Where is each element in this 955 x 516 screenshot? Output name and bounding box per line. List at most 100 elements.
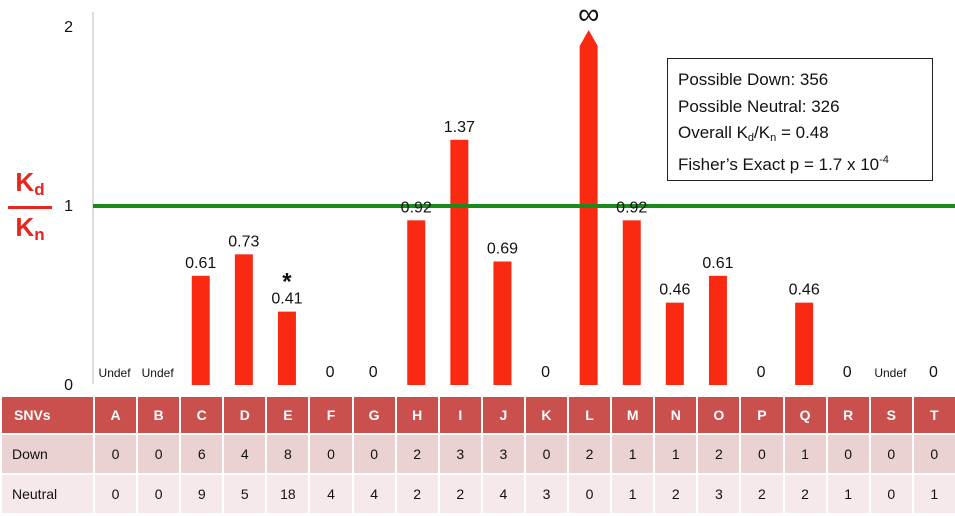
table-cell: 0 bbox=[567, 473, 613, 515]
bar-chart: 0 1 2 Undef Undef 0.61 0.73 0.41 0 0 0.92 1.37 0.69… bbox=[64, 0, 955, 394]
table-header-B: B bbox=[136, 395, 182, 435]
table-cell: 18 bbox=[265, 473, 311, 515]
table-cell: 1 bbox=[653, 433, 699, 475]
table-cell: 2 bbox=[394, 473, 440, 515]
table-header-O: O bbox=[696, 395, 742, 435]
data-label-L: ∞ bbox=[578, 0, 599, 31]
data-label-G: 0 bbox=[369, 364, 378, 381]
y-tick-label: 2 bbox=[64, 19, 73, 36]
stats-overall-ratio: Overall Kd/Kn = 0.48 bbox=[678, 123, 829, 144]
table-cell: 4 bbox=[351, 473, 397, 515]
data-label-D: 0.73 bbox=[228, 233, 259, 250]
table-header-E: E bbox=[265, 395, 311, 435]
y-tick-label: 0 bbox=[64, 377, 73, 394]
data-label-E: 0.41 bbox=[271, 291, 302, 308]
table-header-D: D bbox=[222, 395, 268, 435]
data-label-P: 0 bbox=[757, 364, 766, 381]
table-cell: 0 bbox=[868, 433, 914, 475]
bar-I bbox=[450, 139, 469, 385]
table-header-I: I bbox=[437, 395, 483, 435]
table-cell: 2 bbox=[653, 473, 699, 515]
table-cell: 0 bbox=[868, 473, 914, 515]
table-cell: 1 bbox=[610, 433, 656, 475]
table-cell: 0 bbox=[523, 433, 570, 475]
y-axis-label-numerator: Kd bbox=[15, 167, 45, 199]
table-cell: 9 bbox=[179, 473, 225, 515]
y-axis-label: Kd Kn bbox=[8, 168, 52, 249]
table-cell: 1 bbox=[911, 473, 955, 515]
table-cell: 3 bbox=[480, 433, 526, 475]
table-cell: 1 bbox=[825, 473, 871, 515]
data-label-M: 0.92 bbox=[616, 199, 647, 216]
table-cell: 3 bbox=[696, 473, 742, 515]
data-label-O: 0.61 bbox=[702, 255, 733, 272]
table-cell: 3 bbox=[523, 473, 570, 515]
table-header-R: R bbox=[825, 395, 871, 435]
table-cell: 2 bbox=[437, 473, 483, 515]
table-cell: 0 bbox=[308, 433, 354, 475]
table-cell: 2 bbox=[782, 473, 828, 515]
data-label-R: 0 bbox=[843, 364, 852, 381]
y-tick-label: 1 bbox=[64, 198, 73, 215]
bar-J bbox=[493, 261, 512, 385]
snv-table: SNVs A B C D E F G H I J K L M N O P Q R S T Down 0 0 6 4 8 0 0 2 3 3 0… bbox=[0, 395, 955, 515]
data-label-F: 0 bbox=[326, 364, 335, 381]
table-header-C: C bbox=[179, 395, 225, 435]
bar-H bbox=[407, 220, 426, 385]
table-header-G: G bbox=[351, 395, 397, 435]
table-header-L: L bbox=[567, 395, 613, 435]
table-header-M: M bbox=[610, 395, 656, 435]
row-label: Neutral bbox=[0, 473, 95, 515]
table-header-H: H bbox=[394, 395, 440, 435]
table-cell: 2 bbox=[696, 433, 742, 475]
table-header-S: S bbox=[868, 395, 914, 435]
table-header-T: T bbox=[911, 395, 955, 435]
table-cell: 4 bbox=[308, 473, 354, 515]
table-header-snvs: SNVs bbox=[0, 395, 95, 435]
data-label-J: 0.69 bbox=[487, 240, 518, 257]
table-row: Neutral 0 0 9 5 18 4 4 2 2 4 3 0 1 2 3 2 2 1 0 1 bbox=[0, 473, 955, 515]
stats-box: Possible Down: 356 Possible Neutral: 326… bbox=[667, 58, 933, 181]
data-label-I: 1.37 bbox=[444, 119, 475, 136]
data-label-S: Undef bbox=[874, 366, 907, 380]
table-cell: 6 bbox=[179, 433, 225, 475]
table-header-Q: Q bbox=[782, 395, 828, 435]
significance-star: * bbox=[282, 269, 292, 296]
table-cell: 8 bbox=[265, 433, 311, 475]
data-label-Q: 0.46 bbox=[789, 282, 820, 299]
bar-C bbox=[191, 275, 210, 385]
table-header-J: J bbox=[480, 395, 526, 435]
table-cell: 5 bbox=[222, 473, 268, 515]
bar-D bbox=[234, 254, 253, 385]
data-label-A: Undef bbox=[99, 366, 132, 380]
fraction-bar bbox=[8, 206, 52, 209]
data-label-H: 0.92 bbox=[401, 199, 432, 216]
table-cell: 0 bbox=[92, 433, 139, 475]
data-label-N: 0.46 bbox=[659, 282, 690, 299]
table-cell: 3 bbox=[437, 433, 483, 475]
data-label-B: Undef bbox=[142, 366, 175, 380]
table-cell: 0 bbox=[825, 433, 871, 475]
table-cell: 0 bbox=[911, 433, 955, 475]
stats-possible-neutral: Possible Neutral: 326 bbox=[678, 96, 840, 116]
table-header-row: SNVs A B C D E F G H I J K L M N O P Q R S T bbox=[0, 395, 955, 435]
table-cell: 4 bbox=[480, 473, 526, 515]
table-cell: 4 bbox=[222, 433, 268, 475]
table-cell: 0 bbox=[136, 473, 182, 515]
table-cell: 0 bbox=[351, 433, 397, 475]
bar-E bbox=[277, 311, 296, 385]
table-cell: 1 bbox=[610, 473, 656, 515]
stats-fisher-p: Fisher’s Exact p = 1.7 x 10-4 bbox=[678, 153, 889, 174]
table-cell: 0 bbox=[92, 473, 139, 515]
table-header-A: A bbox=[92, 395, 139, 435]
table-cell: 1 bbox=[782, 433, 828, 475]
table-header-P: P bbox=[739, 395, 785, 435]
data-label-K: 0 bbox=[541, 364, 550, 381]
table-cell: 0 bbox=[136, 433, 182, 475]
table-cell: 2 bbox=[567, 433, 613, 475]
table-header-N: N bbox=[653, 395, 699, 435]
table-header-K: K bbox=[523, 395, 570, 435]
data-label-T: 0 bbox=[929, 364, 938, 381]
data-label-C: 0.61 bbox=[185, 255, 216, 272]
stats-possible-down: Possible Down: 356 bbox=[678, 70, 829, 89]
